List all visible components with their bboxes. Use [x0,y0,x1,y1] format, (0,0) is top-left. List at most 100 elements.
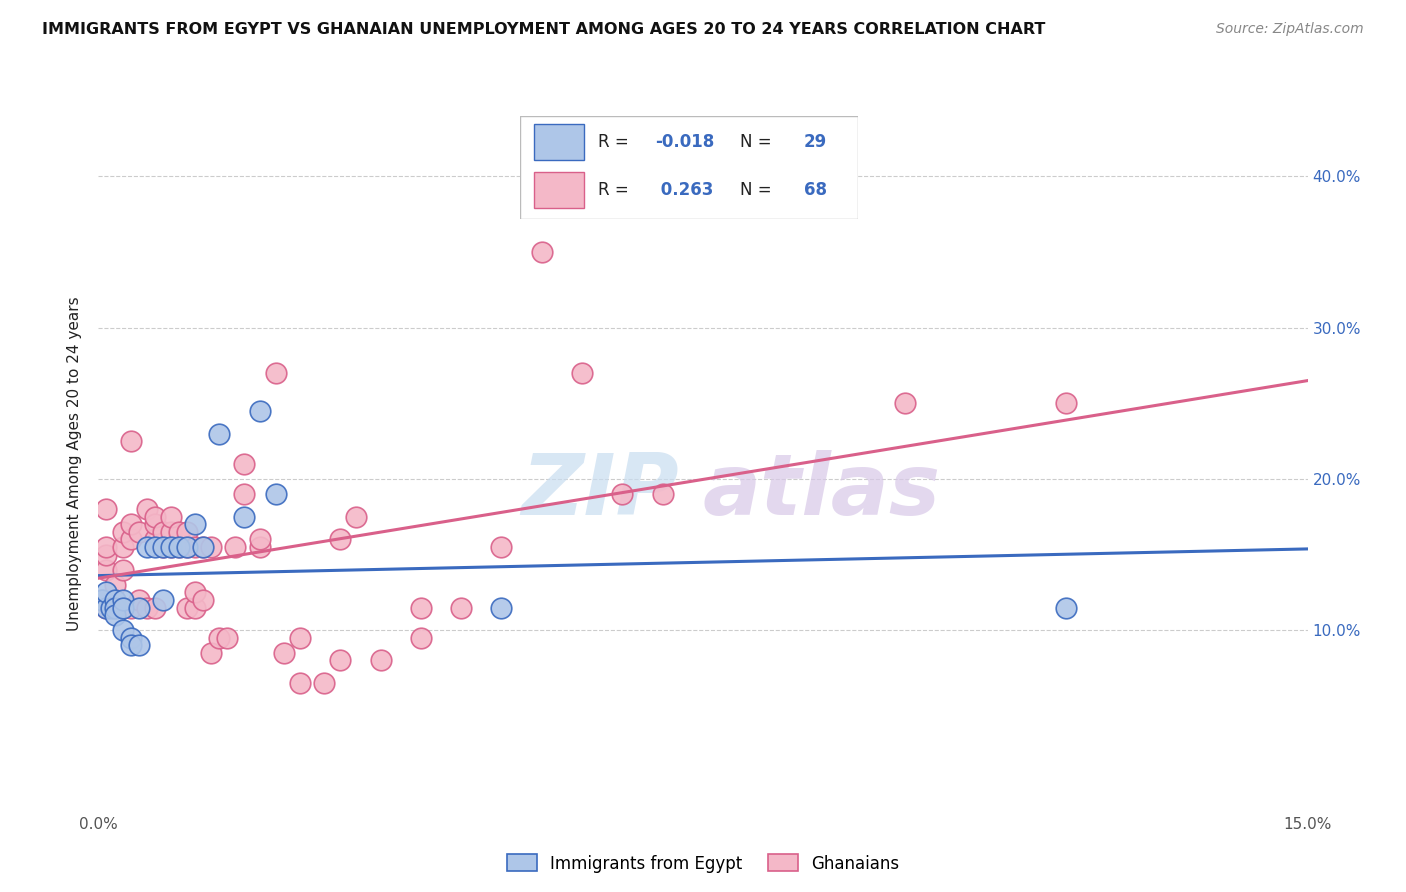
Point [103,600,125,615]
Point [143,533,166,547]
Point [184,585,207,599]
Point [409,600,432,615]
Point [120,631,142,645]
Point [200,646,222,660]
Point [103,593,125,607]
Point [128,524,150,539]
Point [184,517,207,532]
Point [128,600,150,615]
Point [103,593,125,607]
Point [120,533,142,547]
Point [120,600,142,615]
FancyBboxPatch shape [520,116,858,219]
Y-axis label: Unemployment Among Ages 20 to 24 years: Unemployment Among Ages 20 to 24 years [67,296,83,632]
Point [96,585,118,599]
Text: -0.018: -0.018 [655,133,714,151]
Point [143,517,166,532]
Point [160,540,183,554]
Text: 68: 68 [804,181,827,199]
Text: atlas: atlas [703,450,941,533]
Point [111,600,134,615]
Text: 0.263: 0.263 [655,181,714,199]
Point [167,524,190,539]
Point [200,540,222,554]
Point [193,593,215,607]
Point [193,540,215,554]
Point [264,487,287,501]
Point [103,608,125,623]
Point [160,509,183,524]
Point [249,540,271,554]
Point [176,600,198,615]
Point [111,563,134,577]
Point [152,540,174,554]
Point [96,563,118,577]
Point [893,396,915,410]
Point [651,487,673,501]
Point [91,593,114,607]
Point [329,533,352,547]
Point [111,624,134,638]
Text: R =: R = [598,133,634,151]
Point [491,600,513,615]
Point [571,366,593,380]
FancyBboxPatch shape [534,124,585,160]
Point [176,540,198,554]
Point [96,600,118,615]
Point [135,540,157,554]
Text: R =: R = [598,181,634,199]
Point [96,548,118,562]
Point [160,540,183,554]
Point [208,426,231,441]
Point [249,533,271,547]
Point [288,631,311,645]
Point [530,245,553,260]
Point [103,600,125,615]
Point [167,540,190,554]
Point [143,600,166,615]
Point [100,600,122,615]
Point [128,638,150,652]
FancyBboxPatch shape [534,172,585,208]
Point [152,524,174,539]
Point [111,540,134,554]
Point [143,540,166,554]
Point [329,653,352,667]
Point [232,509,254,524]
Point [208,631,231,645]
Point [103,578,125,592]
Point [160,524,183,539]
Point [143,509,166,524]
Point [96,600,118,615]
Point [1054,600,1077,615]
Text: Source: ZipAtlas.com: Source: ZipAtlas.com [1216,22,1364,37]
Point [167,540,190,554]
Point [128,593,150,607]
Point [224,540,246,554]
Point [273,646,295,660]
Point [450,600,472,615]
Point [491,540,513,554]
Text: 29: 29 [804,133,827,151]
Point [370,653,392,667]
Text: IMMIGRANTS FROM EGYPT VS GHANAIAN UNEMPLOYMENT AMONG AGES 20 TO 24 YEARS CORRELA: IMMIGRANTS FROM EGYPT VS GHANAIAN UNEMPL… [42,22,1046,37]
Point [612,487,634,501]
Point [120,434,142,449]
Point [96,502,118,516]
Point [91,593,114,607]
Point [111,524,134,539]
Point [111,593,134,607]
Text: N =: N = [740,133,776,151]
Point [314,676,336,690]
Point [152,540,174,554]
Point [232,457,254,471]
Point [96,540,118,554]
Point [249,404,271,418]
Point [232,487,254,501]
Point [111,600,134,615]
Point [176,540,198,554]
Point [264,366,287,380]
Point [409,631,432,645]
Point [1054,396,1077,410]
Point [135,600,157,615]
